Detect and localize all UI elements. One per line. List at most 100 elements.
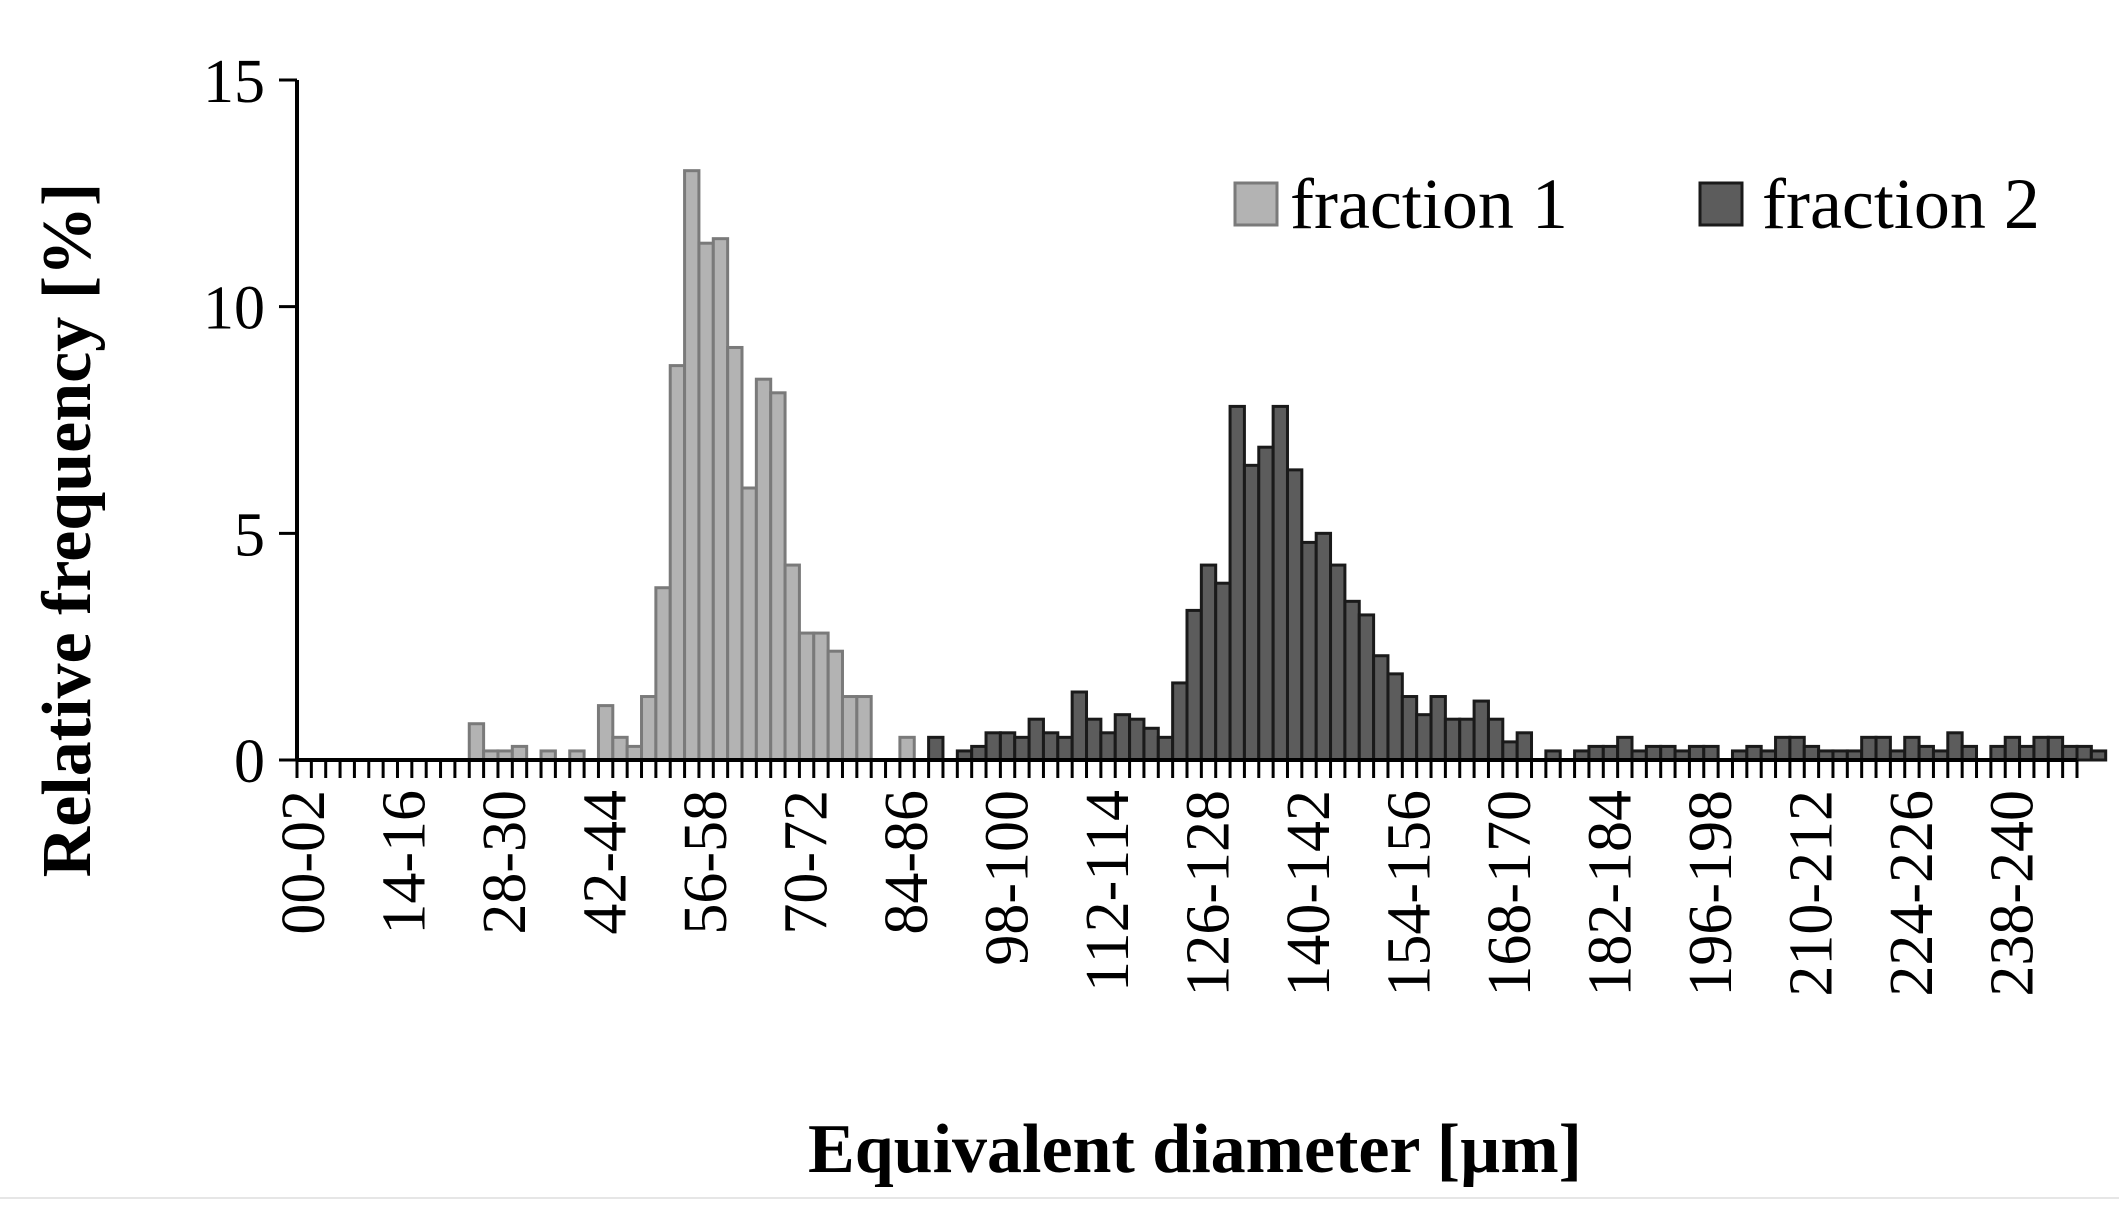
x-tick-label-238-240: 238-240 [1978,790,2046,997]
bar-fraction-2-bin-54 [1070,690,1089,762]
x-tick-label-140-142: 140-142 [1275,790,1343,997]
bar-fraction-2-bin-66 [1242,463,1261,762]
bar-fraction-2-bin-122 [2046,735,2065,762]
bar-fraction-1-bin-33 [769,391,787,762]
bar-fraction-2-bin-60 [1156,735,1175,762]
bar-fraction-2-bin-57 [1113,713,1132,762]
bar-fraction-2-bin-119 [2003,735,2022,762]
bar-fraction-2-bin-116 [1960,744,1979,762]
x-tick-label-168-170: 168-170 [1476,790,1544,997]
x-tick-label-70-72: 70-72 [773,790,841,935]
bar-fraction-1-bin-36 [812,631,830,762]
bar-fraction-1-bin-32 [754,377,773,762]
bar-fraction-1-bin-28 [697,241,715,762]
bar-fraction-2-bin-76 [1386,672,1404,762]
x-tick-label-56-58: 56-58 [672,790,740,935]
bar-fraction-1-bin-15 [510,744,529,762]
bar-fraction-1-bin-26 [668,364,687,762]
legend-swatch-fraction-1 [1233,181,1279,227]
y-axis-title: Relative frequency [%] [29,183,106,878]
bar-fraction-1-bin-12 [467,722,486,762]
bar-fraction-1-bin-23 [625,744,644,762]
y-tick-label-15: 15 [203,48,265,116]
bar-fraction-2-bin-44 [927,735,945,762]
legend-swatch-fraction-2 [1698,181,1744,227]
bar-fraction-2-bin-64 [1214,581,1232,762]
x-axis-title: Equivalent diameter [µm] [808,1111,1582,1188]
x-tick-label-196-198: 196-198 [1677,790,1745,997]
bar-fraction-1-bin-24 [640,695,658,762]
bar-fraction-2-bin-48 [984,731,1002,762]
bar-fraction-2-bin-49 [998,731,1017,762]
bar-fraction-1-bin-21 [596,704,615,762]
x-tick-label-154-156: 154-156 [1376,790,1444,997]
bar-fraction-2-bin-98 [1702,744,1720,762]
bar-fraction-1-bin-29 [711,237,730,762]
y-tick-label-10: 10 [203,275,265,343]
bar-fraction-2-bin-61 [1171,681,1189,762]
bar-fraction-1-bin-22 [611,735,629,762]
bar-fraction-2-bin-52 [1041,731,1060,762]
bar-fraction-2-bin-115 [1946,731,1964,762]
bar-fraction-1-bin-38 [840,695,859,762]
bar-fraction-2-bin-92 [1616,735,1634,762]
bar-fraction-1-bin-30 [726,345,744,762]
bar-fraction-2-bin-63 [1199,563,1218,762]
bar-fraction-2-bin-121 [2032,735,2050,762]
bar-fraction-2-bin-83 [1486,717,1505,762]
bar-fraction-2-bin-104 [1788,735,1806,762]
bar-fraction-2-bin-53 [1056,735,1074,762]
bars-layer [467,169,2108,762]
x-tick-label-42-44: 42-44 [572,790,640,935]
bar-fraction-2-bin-79 [1429,695,1447,762]
x-tick-label-126-128: 126-128 [1175,790,1243,997]
bar-fraction-2-bin-91 [1601,744,1620,762]
bar-fraction-2-bin-70 [1300,540,1318,762]
bar-fraction-2-bin-112 [1903,735,1921,762]
x-tick-label-28-30: 28-30 [471,790,539,935]
y-tick-label-5: 5 [234,501,265,569]
bar-fraction-2-bin-97 [1687,744,1706,762]
bar-fraction-1-bin-37 [826,649,844,762]
bar-fraction-1-bin-42 [898,735,916,762]
x-tick-label-224-226: 224-226 [1878,790,1946,997]
axes-layer [279,78,2079,778]
bar-fraction-2-bin-110 [1874,735,1892,762]
legend: fraction 1 fraction 2 [1233,164,2040,244]
y-tick-label-0: 0 [234,728,265,796]
x-tick-label-14-16: 14-16 [371,790,439,935]
bar-fraction-2-bin-58 [1128,717,1146,762]
bar-fraction-2-bin-68 [1271,404,1289,762]
bar-fraction-2-bin-56 [1099,731,1117,762]
bar-fraction-2-bin-103 [1774,735,1792,762]
bar-fraction-2-bin-90 [1587,744,1605,762]
bar-fraction-2-bin-74 [1357,613,1376,762]
bar-fraction-1-bin-27 [683,169,701,762]
bar-fraction-2-bin-55 [1085,717,1103,762]
bar-fraction-1-bin-34 [783,563,801,762]
bar-fraction-2-bin-84 [1501,740,1519,762]
bar-fraction-2-bin-118 [1989,744,2007,762]
x-tick-label-182-184: 182-184 [1576,790,1644,997]
bar-fraction-2-bin-81 [1458,717,1476,762]
bar-fraction-2-bin-77 [1400,695,1419,762]
bar-fraction-2-bin-51 [1027,717,1045,762]
bar-fraction-2-bin-123 [2061,744,2079,762]
bar-fraction-2-bin-82 [1472,699,1490,762]
bar-fraction-2-bin-47 [970,744,988,762]
bar-fraction-2-bin-113 [1917,744,1935,762]
x-tick-label-112-114: 112-114 [1074,790,1142,992]
bar-fraction-1-bin-31 [740,486,758,762]
bar-fraction-2-bin-95 [1659,744,1677,762]
bar-fraction-1-bin-35 [797,631,816,762]
x-tick-label-98-100: 98-100 [974,790,1042,966]
bar-fraction-2-bin-109 [1860,735,1878,762]
bar-fraction-2-bin-105 [1802,744,1821,762]
bar-fraction-2-bin-94 [1644,744,1663,762]
tick-labels-layer: 0 5 10 15 00-02 14-16 28-30 42-44 56-58 70-72 84-8… [203,48,2046,997]
bar-fraction-1-bin-25 [654,586,672,762]
bar-fraction-2-bin-71 [1314,531,1333,762]
bar-fraction-2-bin-59 [1142,726,1160,762]
x-tick-label-210-212: 210-212 [1777,790,1845,997]
bar-fraction-2-bin-72 [1329,563,1347,762]
